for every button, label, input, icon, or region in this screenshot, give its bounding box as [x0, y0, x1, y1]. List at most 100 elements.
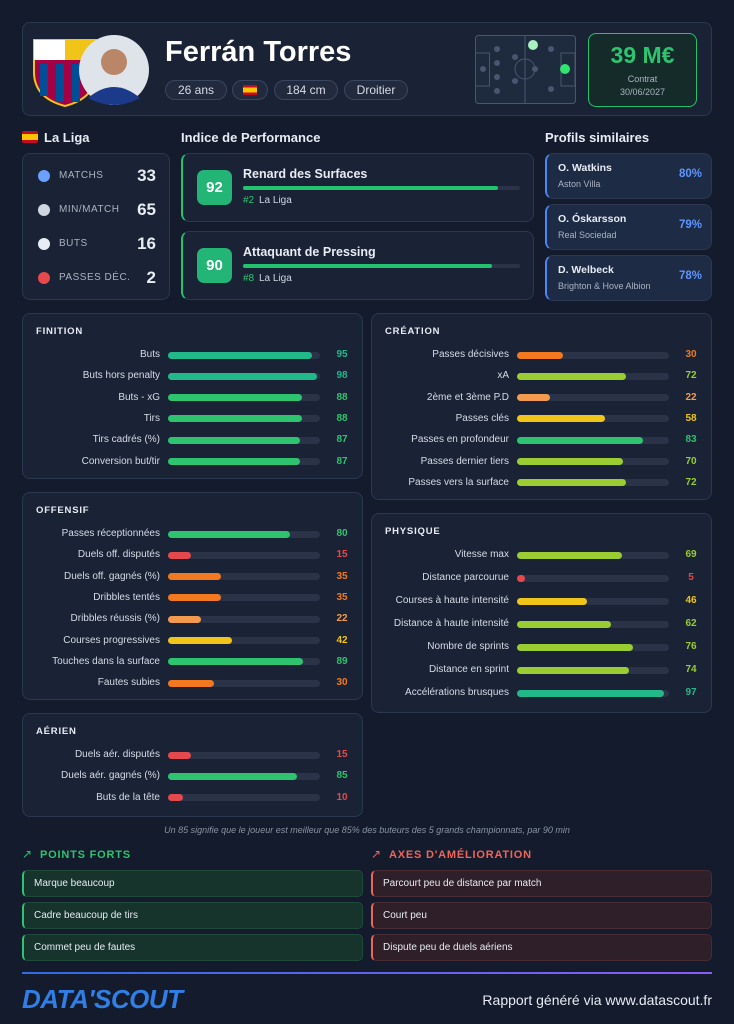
metric-bar	[168, 351, 313, 359]
metric-value: 10	[336, 791, 348, 803]
strengths-text: Commet peu de fautes	[34, 942, 136, 953]
metric-track	[168, 530, 320, 538]
similar-card	[545, 255, 712, 301]
metric-label: Buts de la tête	[96, 791, 160, 803]
metric-label: Passes décisives	[432, 349, 509, 360]
metric-bar	[517, 620, 612, 628]
metric-value: 88	[336, 412, 348, 424]
metric-bar	[517, 372, 627, 380]
market-value: 39 M€	[610, 42, 675, 68]
pitch-map	[475, 35, 576, 104]
metric-value: 72	[685, 370, 697, 382]
rank-league: La Liga	[259, 195, 292, 206]
metric-bar	[517, 394, 551, 402]
stat-value: 16	[137, 234, 156, 253]
metric-value: 46	[685, 595, 697, 606]
contract-date: 30/06/2027	[619, 87, 666, 97]
metric-track	[517, 597, 669, 605]
metric-track	[517, 394, 669, 402]
metric-value: 88	[336, 391, 348, 403]
metric-bar	[168, 679, 214, 687]
metric-bar	[168, 594, 222, 602]
metric-track	[168, 372, 320, 380]
metric-bar	[168, 372, 317, 380]
divider	[22, 972, 712, 974]
similar-card	[545, 153, 712, 199]
score-bar	[243, 186, 498, 190]
metric-label: Courses à haute intensité	[395, 595, 509, 606]
metric-value: 42	[336, 634, 348, 646]
metric-label: Buts - xG	[118, 391, 160, 403]
metric-track	[168, 751, 320, 759]
metric-bar	[517, 574, 525, 582]
stat-label: MATCHS	[59, 170, 104, 181]
stat-icon	[38, 204, 50, 216]
metric-label: Duels off. disputés	[77, 549, 160, 561]
metric-track	[517, 351, 669, 359]
stat-value: 33	[137, 166, 156, 185]
metric-label: Passes réceptionnées	[61, 528, 160, 539]
similar-title: Profils similaires	[545, 130, 650, 145]
metric-label: Duels off. gagnés (%)	[64, 570, 160, 582]
metric-label: Passes dernier tiers	[420, 455, 509, 467]
improvements-item	[371, 870, 712, 897]
performance-title: Indice de Performance	[181, 130, 321, 145]
metric-value: 58	[685, 412, 697, 424]
info-tag: 26 ans	[165, 80, 227, 100]
section-title: OFFENSIF	[36, 505, 90, 516]
player-images	[33, 35, 149, 108]
strengths-text: Cadre beaucoup de tirs	[34, 910, 138, 921]
score: 90	[206, 257, 223, 274]
report: Rapport généré via www.datascout.fr	[482, 992, 712, 1008]
metric-track	[168, 351, 320, 359]
section-title: CRÉATION	[385, 326, 441, 337]
section-title: FINITION	[36, 326, 84, 337]
contract-label: Contrat	[627, 74, 658, 84]
similar-name: O. Watkins	[558, 162, 612, 174]
similar-match: 79%	[678, 219, 702, 231]
metric-value: 95	[336, 349, 348, 360]
section-title: PHYSIQUE	[385, 526, 441, 537]
metric-bar	[168, 658, 304, 666]
metric-value: 98	[336, 370, 348, 382]
metric-value: 97	[685, 687, 697, 698]
metric-track	[168, 394, 320, 402]
metric-label: Courses progressives	[63, 634, 160, 646]
metric-label: Dribbles réussis (%)	[70, 613, 160, 625]
stat-label: PASSES DÉC.	[59, 272, 131, 283]
metric-label: Passes en profondeur	[411, 434, 509, 446]
metric-bar	[168, 530, 290, 538]
metric-track	[168, 679, 320, 687]
strengths-title: POINTS FORTS	[40, 849, 131, 861]
score-badge	[197, 170, 232, 205]
metric-value: 80	[336, 528, 348, 539]
metric-label: Vitesse max	[454, 549, 509, 560]
improvements-text: Dispute peu de duels aériens	[383, 942, 513, 953]
metric-track	[517, 689, 669, 697]
improvements-icon: ↗	[371, 847, 382, 861]
metric-value: 30	[685, 349, 697, 360]
metric-value: 5	[688, 572, 694, 583]
profile-name: Renard des Surfaces	[243, 167, 368, 181]
metric-bar	[168, 637, 232, 644]
similar-club: Aston Villa	[558, 179, 601, 189]
metric-label: Duels aér. disputés	[74, 749, 160, 760]
section-card	[371, 513, 712, 713]
metric-track	[517, 458, 669, 465]
stat-value: 65	[137, 200, 156, 219]
metric-bar	[168, 436, 301, 444]
metric-bar	[168, 573, 222, 581]
rank-league: La Liga	[259, 273, 292, 284]
flag-pill	[232, 80, 268, 100]
metric-value: 35	[336, 591, 348, 603]
metric-track	[168, 551, 320, 559]
metric-bar	[517, 666, 630, 674]
strengths-item	[22, 902, 363, 929]
metric-label: 2ème et 3ème P.D	[426, 391, 509, 403]
improvements-title: AXES D'AMÉLIORATION	[389, 849, 532, 861]
metric-track	[517, 643, 669, 651]
metric-bar	[168, 615, 202, 623]
metric-label: Distance en sprint	[428, 664, 509, 675]
info-tag: Droitier	[344, 80, 408, 100]
metric-track	[517, 479, 669, 487]
